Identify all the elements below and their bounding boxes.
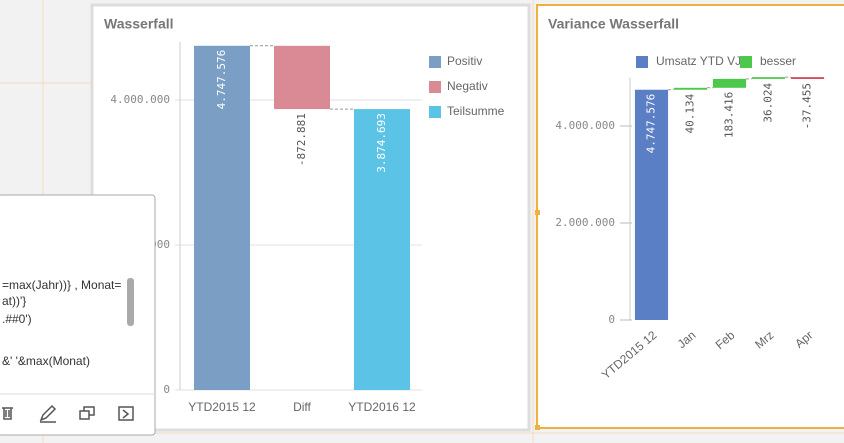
bar: [274, 45, 330, 110]
bar: [194, 45, 250, 390]
value-label: 40.134: [684, 93, 697, 133]
legend-label: Teilsumme: [447, 104, 505, 118]
chart-title: Variance Wasserfall: [548, 16, 679, 32]
value-label: 4.747.576: [645, 94, 658, 154]
delete-icon[interactable]: [2, 407, 13, 420]
popup[interactable]: =max(Jahr))} , Monat= at))'} .##0') &' '…: [0, 194, 156, 436]
value-label: 36.024: [762, 83, 775, 123]
legend-swatch: [429, 106, 441, 118]
legend-swatch: [429, 56, 441, 68]
x-tick-label: YTD2016 12: [348, 400, 416, 414]
code-line: at))'}: [2, 294, 26, 308]
code-line: =max(Jahr))} , Monat=: [2, 278, 121, 292]
legend-label: Negativ: [447, 79, 488, 93]
code-line: &' '&max(Monat): [2, 354, 90, 368]
legend-swatch: [636, 56, 648, 68]
y-tick-label: 0: [608, 313, 615, 326]
charts: Wasserfall 0 2.000.000 4.000.000 4.747.576 YT…: [104, 16, 825, 414]
legend-swatch: [740, 56, 752, 68]
popup-box: [0, 194, 156, 436]
legend-label: besser: [760, 54, 796, 68]
bar: [751, 77, 786, 79]
y-tick-label: 4.000.000: [110, 93, 170, 106]
panel-selected[interactable]: [536, 4, 844, 429]
legend-label: Umsatz YTD VJ: [656, 54, 741, 68]
value-label: -37.455: [801, 83, 814, 129]
y-tick-label: 0: [163, 383, 170, 396]
bar: [634, 89, 669, 321]
present-icon[interactable]: [118, 406, 134, 421]
legend-label: Positiv: [447, 54, 482, 68]
value-label: -872.881: [295, 113, 308, 166]
value-label: 183.416: [723, 92, 736, 138]
scrollbar[interactable]: [127, 278, 134, 326]
code-line: .##0'): [2, 312, 32, 326]
y-tick-label: 2.000.000: [555, 216, 615, 229]
bar: [673, 87, 708, 90]
bar: [354, 109, 410, 391]
resize-handle[interactable]: [535, 210, 540, 215]
value-label: 3.874.693: [375, 113, 388, 173]
chart-title: Wasserfall: [104, 16, 174, 32]
x-tick-label: Diff: [293, 400, 311, 414]
legend-swatch: [429, 81, 441, 93]
edit-icon[interactable]: [39, 404, 57, 423]
value-label: 4.747.576: [215, 50, 228, 110]
bar: [712, 78, 747, 88]
y-tick-label: 4.000.000: [555, 119, 615, 132]
bar: [790, 77, 825, 79]
resize-handle[interactable]: [535, 425, 540, 430]
duplicate-icon[interactable]: [79, 406, 95, 420]
x-tick-label: YTD2015 12: [188, 400, 256, 414]
